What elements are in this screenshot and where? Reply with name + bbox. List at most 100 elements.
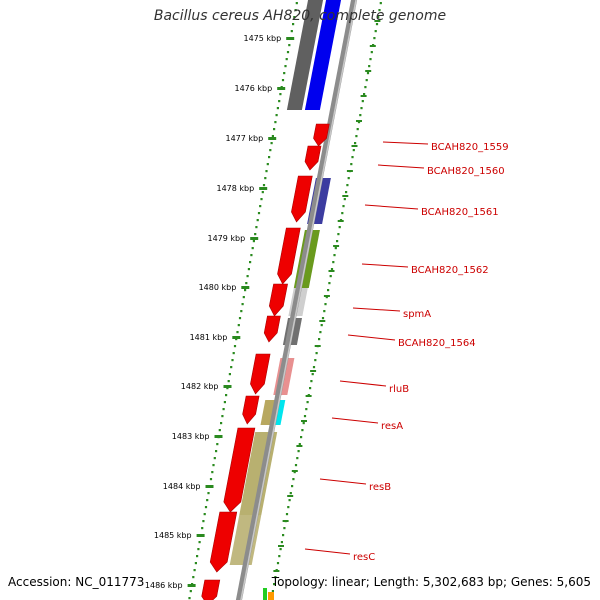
left-guide-dot	[283, 72, 286, 75]
minor-tick	[301, 420, 307, 422]
accession-value: NC_011773	[75, 575, 145, 589]
right-guide-dot	[327, 289, 330, 292]
minor-tick	[342, 195, 349, 197]
right-guide-dot	[305, 408, 308, 411]
axis-tick-label: 1482 kbp	[181, 382, 219, 391]
gene-label-leader	[347, 334, 396, 341]
minor-tick	[287, 495, 294, 497]
axis-tick	[259, 187, 268, 190]
minor-tick	[337, 220, 344, 222]
left-guide-dot	[230, 366, 233, 369]
right-guide-dot	[379, 2, 382, 5]
gene-label[interactable]: BCAH820_1559	[431, 142, 509, 153]
right-guide-dot	[279, 548, 282, 551]
gene-label[interactable]: BCAH820_1560	[427, 166, 505, 177]
gene-label[interactable]: BCAH820_1561	[421, 207, 499, 218]
right-guide-dot	[289, 492, 292, 495]
gene-label[interactable]: BCAH820_1564	[398, 338, 476, 349]
left-guide-dot	[288, 44, 291, 47]
right-guide-dot	[273, 583, 276, 586]
right-guide-dot	[338, 226, 341, 229]
minor-tick	[310, 370, 317, 372]
right-guide-dot	[354, 142, 357, 145]
left-guide-dot	[226, 387, 229, 390]
minor-tick	[305, 395, 312, 397]
right-guide-dot	[341, 212, 344, 215]
gene-labels: BCAH820_1559 BCAH820_1560 BCAH820_1561 BCAH…	[304, 141, 509, 563]
left-guide-dot	[192, 576, 195, 579]
left-guide-dot	[292, 23, 295, 26]
left-guide-dot	[202, 520, 205, 523]
gene-label[interactable]: spmA	[403, 309, 431, 320]
right-guide-dot	[303, 415, 307, 418]
left-guide-dot	[231, 359, 234, 362]
axis-tick-label: 1475 kbp	[243, 34, 281, 43]
left-guide-dot	[215, 450, 218, 453]
minor-tick	[319, 320, 326, 322]
right-guide-dot	[332, 261, 335, 264]
right-guide-dot	[315, 352, 318, 355]
right-guide-dot	[375, 23, 379, 26]
minor-tick	[291, 470, 298, 472]
accession-label: Accession:	[8, 575, 72, 589]
right-guide-dot	[271, 590, 274, 593]
left-guide-dot	[278, 100, 281, 103]
minor-tick	[282, 520, 289, 522]
right-guide-dot	[365, 79, 368, 82]
left-guide-dot	[233, 345, 237, 348]
axis-tick	[268, 137, 277, 140]
gene-label-leader	[364, 204, 419, 210]
map-title: Bacillus cereus AH820, complete genome	[153, 8, 447, 24]
right-guide-dot	[306, 401, 309, 404]
minor-tick	[346, 170, 353, 172]
left-guide-dot	[227, 380, 230, 383]
right-guide-dot	[328, 282, 331, 285]
gene-arrow	[268, 283, 288, 317]
left-guide-dot	[228, 373, 231, 376]
left-guide-dot	[204, 506, 208, 509]
left-guide-dot	[189, 590, 192, 593]
axis-ticks: 1475 kbp 1476 kbp 1477 kbp 1478 kbp 1479 kbp…	[145, 20, 381, 590]
left-guide-dot	[251, 247, 254, 250]
green-mark	[263, 588, 267, 600]
right-guide-dot	[276, 562, 280, 565]
left-guide-dot	[268, 156, 271, 159]
right-guide-dot	[292, 478, 295, 481]
left-guide-dot	[232, 352, 235, 355]
right-guide-dot	[377, 16, 380, 19]
topology-label: Topology:	[271, 575, 328, 589]
right-guide-dot	[282, 534, 285, 537]
gene-label[interactable]: rluB	[389, 384, 409, 395]
right-guide-dot	[291, 485, 294, 488]
right-guide-dot	[356, 128, 359, 131]
axis-tick	[196, 534, 205, 537]
blue-feature-block	[304, 0, 342, 110]
gene-label[interactable]: resC	[353, 552, 375, 563]
gene-label[interactable]: resA	[381, 421, 403, 432]
right-guide-dot	[347, 177, 350, 180]
right-guide-dot	[359, 114, 362, 117]
left-guide-dot	[244, 289, 247, 292]
right-guide-dot	[352, 149, 355, 152]
gene-label[interactable]: resB	[369, 482, 391, 493]
genome-summary: Topology: linear; Length: 5,302,683 bp; …	[271, 575, 591, 589]
left-guide-dot	[252, 240, 255, 243]
left-guide-dot	[286, 51, 290, 54]
right-guide-dot	[314, 359, 317, 362]
axis-tick	[241, 286, 250, 289]
axis-tick-label: 1476 kbp	[234, 84, 272, 93]
left-guide-dot	[269, 149, 272, 152]
right-guide-dot	[298, 443, 301, 446]
left-guide-dot	[209, 478, 213, 481]
right-guide-dot	[287, 506, 290, 509]
left-guide-dot	[254, 233, 257, 236]
gene-label[interactable]: BCAH820_1562	[411, 265, 489, 276]
minor-tick	[374, 20, 381, 22]
left-guide-dot	[246, 275, 249, 278]
gene-label-leader	[361, 263, 409, 268]
left-guide-dot	[193, 569, 196, 572]
left-guide-dot	[218, 429, 221, 432]
left-guide-dot	[225, 394, 228, 397]
genome-backbone	[235, 0, 358, 600]
left-guide-dot	[247, 268, 250, 271]
